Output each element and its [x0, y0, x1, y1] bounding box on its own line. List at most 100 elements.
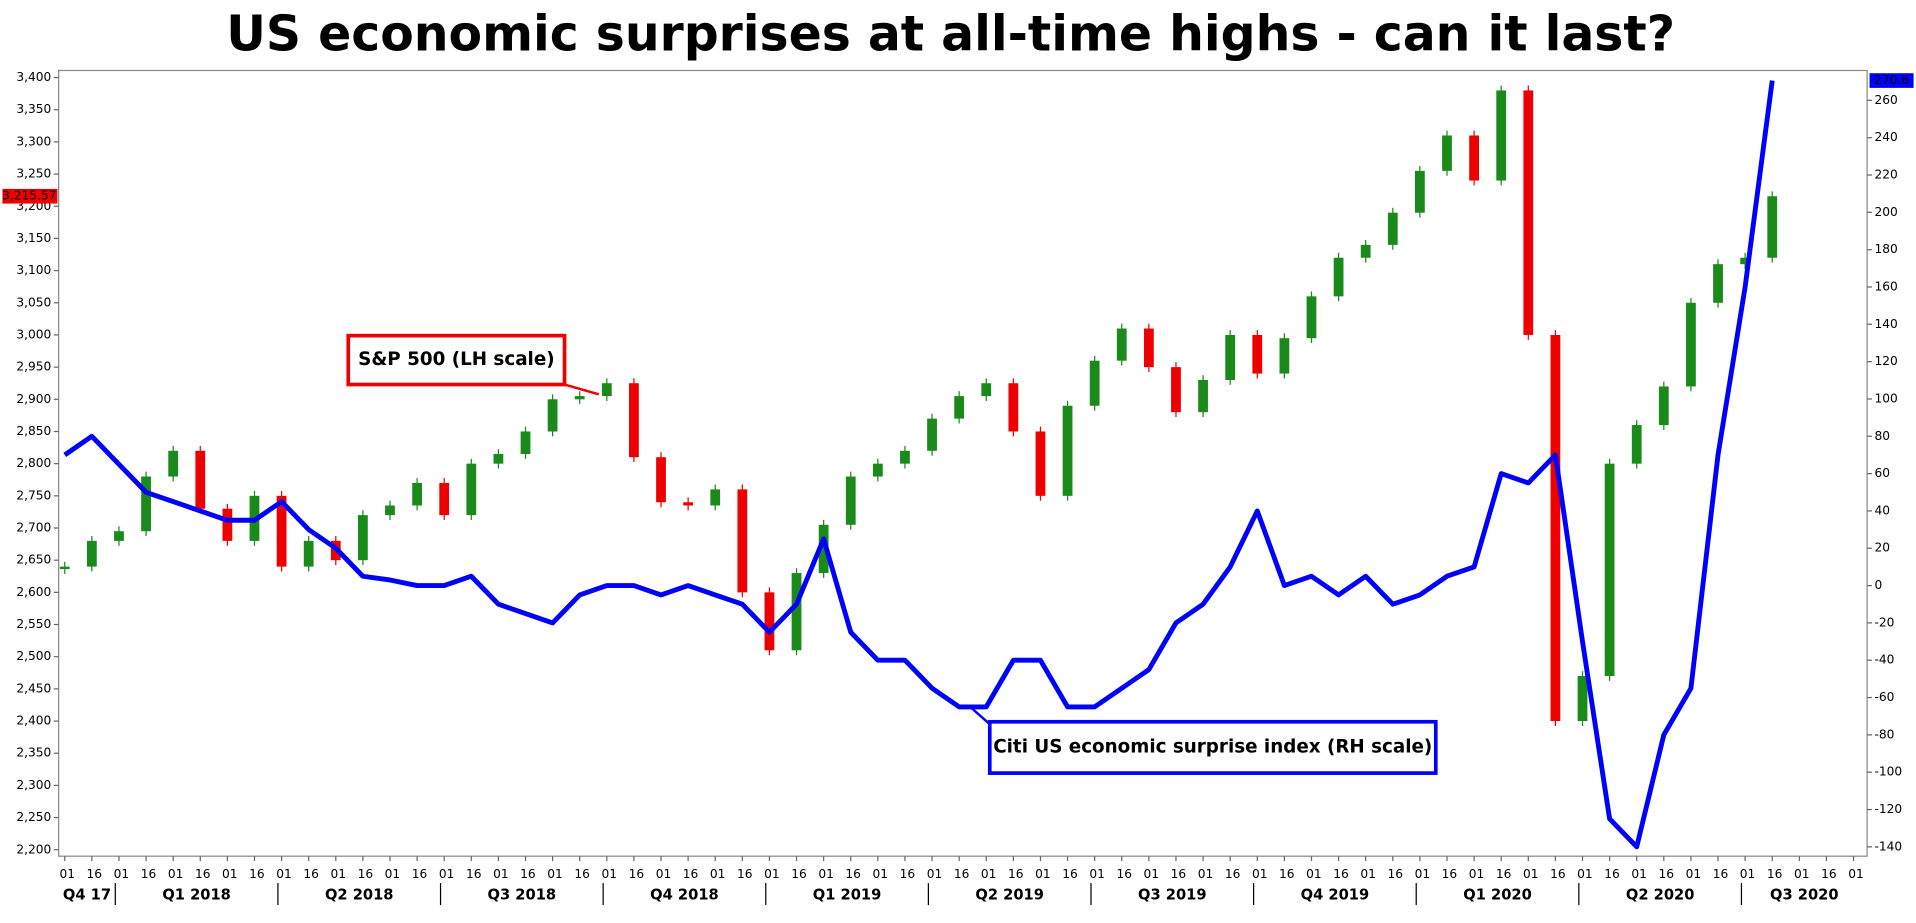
x-tick-label: 16	[900, 867, 916, 881]
x-tick-label: 01	[385, 867, 401, 881]
y-tick-label: 2,200	[16, 842, 51, 856]
x-tick-label: 16	[1225, 867, 1241, 881]
quarter-label: Q3 2019	[1138, 886, 1207, 903]
candle	[141, 476, 151, 532]
y2-tick-label: 40	[1874, 503, 1890, 517]
candle	[439, 482, 450, 516]
candle	[845, 476, 856, 525]
x-tick-label: 16	[574, 867, 590, 881]
candle	[1523, 90, 1534, 335]
x-tick-label: 16	[629, 867, 645, 881]
y-tick-label: 2,550	[16, 617, 51, 631]
end-tag	[1869, 73, 1914, 88]
candle	[547, 399, 558, 432]
x-tick-label: 01	[981, 867, 997, 881]
x-tick-label: 01	[601, 867, 617, 881]
y-tick-label: 2,650	[16, 553, 51, 567]
x-tick-label: 01	[1360, 867, 1376, 881]
y2-tick-label: 0	[1874, 578, 1882, 592]
end-tag	[2, 188, 58, 204]
y-tick-label: 3,000	[16, 327, 51, 341]
y2-tick-label: -20	[1874, 615, 1894, 629]
x-tick-label: 01	[1686, 867, 1702, 881]
quarter-label: Q4 17	[63, 886, 111, 903]
y-tick-label: 2,950	[16, 360, 51, 374]
y2-tick-label: 220	[1874, 167, 1897, 181]
candle	[1062, 405, 1073, 496]
x-tick-label: 01	[493, 867, 509, 881]
y-tick-label: 2,850	[16, 424, 51, 438]
x-tick-label: 16	[1442, 867, 1458, 881]
x-tick-label: 01	[276, 867, 292, 881]
x-tick-label: 16	[1333, 867, 1349, 881]
quarter-label: Q1 2020	[1463, 886, 1532, 903]
candle	[900, 450, 910, 464]
y2-tick-label: 100	[1874, 391, 1897, 405]
y-tick-label: 2,750	[16, 488, 51, 502]
x-tick-label: 16	[845, 867, 861, 881]
legend-box	[346, 333, 567, 387]
end-label: 3,215.57	[2, 189, 56, 203]
x-tick-label: 01	[764, 867, 780, 881]
candle	[601, 383, 612, 397]
candle	[710, 489, 721, 506]
candle	[59, 566, 70, 570]
y-tick-label: 2,700	[16, 521, 51, 535]
x-tick-label: 16	[412, 867, 428, 881]
candle	[1631, 425, 1642, 464]
x-tick-label: 01	[59, 867, 75, 881]
candle	[1143, 328, 1154, 368]
candle	[1171, 367, 1181, 413]
quarter-label: Q3 2018	[488, 886, 557, 903]
candle	[1496, 90, 1507, 181]
legend-box	[987, 719, 1438, 775]
callout-pointer	[968, 704, 991, 726]
y-tick-label: 2,250	[16, 810, 51, 824]
candle	[1387, 212, 1398, 245]
x-tick-label: 01	[330, 867, 346, 881]
y2-tick-label: -120	[1874, 802, 1902, 816]
candle	[1442, 135, 1452, 171]
y2-tick-label: 260	[1874, 93, 1897, 107]
x-tick-label: 01	[1794, 867, 1810, 881]
candle	[1577, 676, 1588, 722]
y-tick-label: 3,250	[16, 167, 51, 181]
x-tick-label: 16	[1062, 867, 1078, 881]
candle	[86, 540, 97, 567]
candle	[222, 508, 233, 541]
x-tick-label: 16	[87, 867, 103, 881]
callout-pointer	[564, 383, 600, 396]
quarter-label: Q2 2018	[325, 886, 394, 903]
candle	[520, 431, 531, 455]
candle	[872, 463, 883, 477]
legend-label: Citi US economic surprise index (RH scal…	[993, 736, 1432, 757]
candle	[764, 592, 775, 651]
candle	[1740, 257, 1751, 265]
y2-tick-label: 160	[1874, 279, 1897, 293]
x-tick-label: 16	[1767, 867, 1783, 881]
candle	[1604, 463, 1615, 677]
legend-label: S&P 500 (LH scale)	[358, 349, 554, 370]
y-tick-label: 3,050	[16, 295, 51, 309]
x-tick-label: 01	[114, 867, 130, 881]
x-tick-label: 16	[1821, 867, 1837, 881]
quarter-label: Q2 2019	[975, 886, 1044, 903]
chart-title: US economic surprises at all-time highs …	[226, 5, 1675, 62]
x-tick-label: 16	[1116, 867, 1132, 881]
candle	[1008, 383, 1019, 432]
y-tick-label: 2,400	[16, 714, 51, 728]
candle	[629, 383, 639, 458]
y2-tick-label: -80	[1874, 727, 1894, 741]
y2-tick-label: 120	[1874, 354, 1897, 368]
candle	[114, 531, 124, 541]
end-label: 270.6	[1874, 73, 1909, 87]
x-tick-label: 01	[1469, 867, 1485, 881]
y-tick-label: 2,500	[16, 649, 51, 663]
candle	[1550, 334, 1561, 722]
candle	[1198, 380, 1208, 413]
candle	[195, 450, 206, 509]
candle	[1713, 264, 1723, 303]
candle	[1469, 135, 1479, 181]
